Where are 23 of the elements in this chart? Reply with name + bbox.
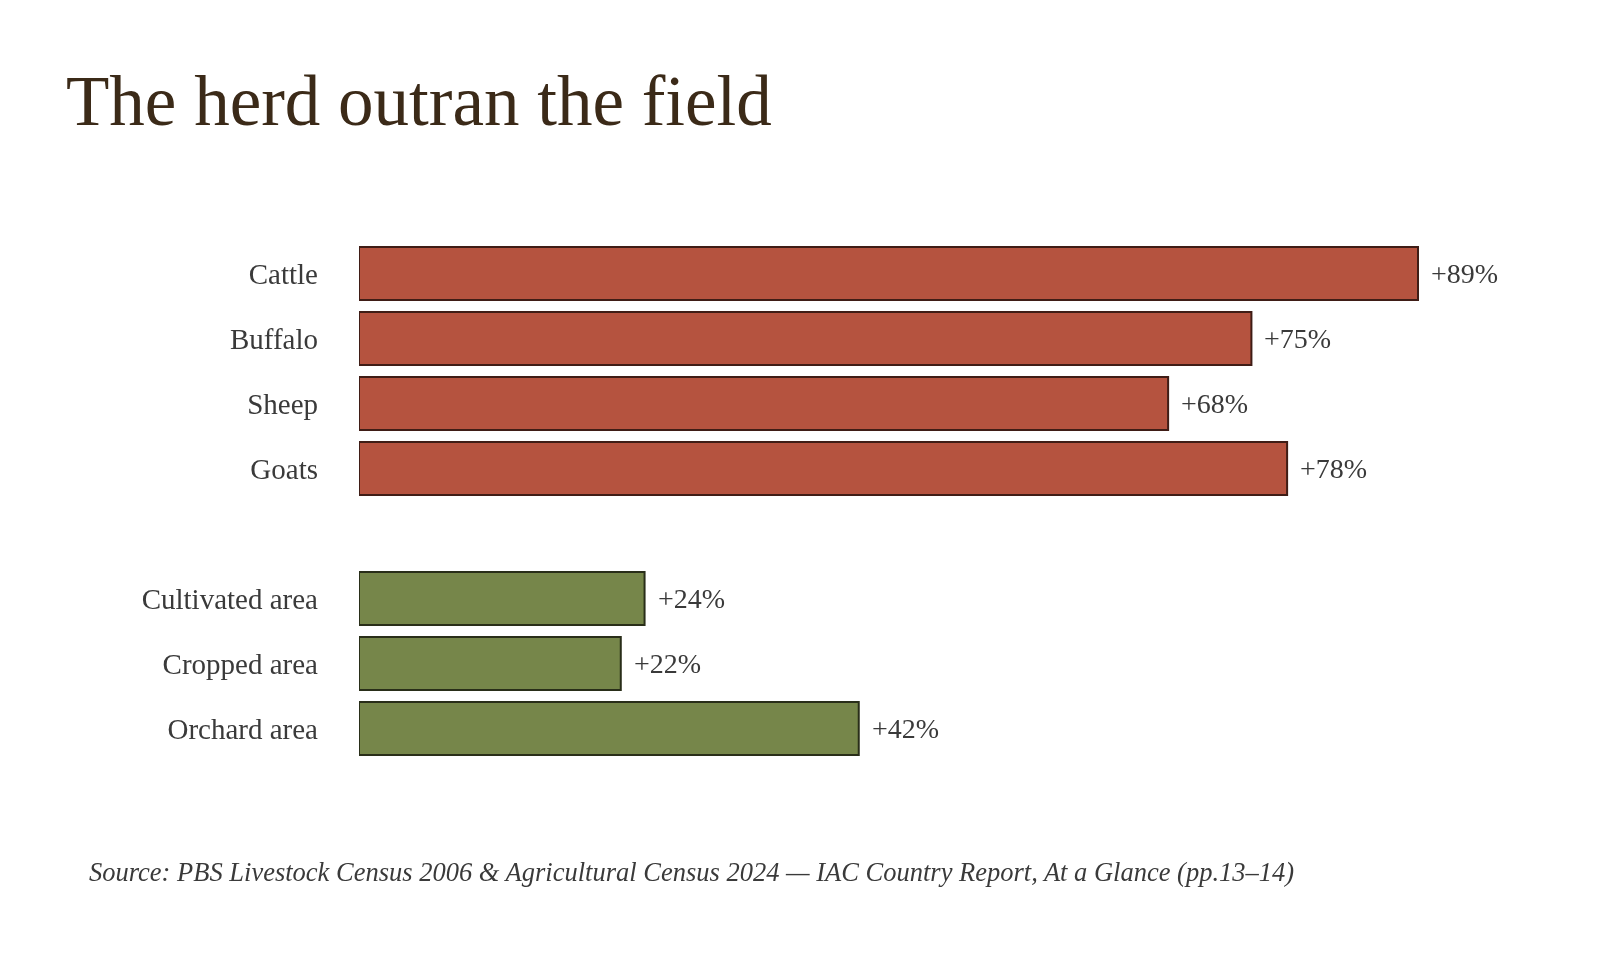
data-label: +68% <box>1181 388 1249 419</box>
y-tick-label: Buffalo <box>229 322 318 355</box>
y-tick-label: Cattle <box>248 257 318 290</box>
y-tick-label: Sheep <box>247 387 318 420</box>
source-note: Source: PBS Livestock Census 2006 & Agricultural Census 2024 — IAC Country Report, At a Glance (pp.13–14) <box>89 857 1295 887</box>
bar <box>359 311 1253 366</box>
bar <box>359 441 1289 496</box>
bar <box>359 636 622 691</box>
y-tick-label: Goats <box>250 452 318 485</box>
data-label: +89% <box>1431 258 1499 289</box>
bar <box>359 571 646 626</box>
data-label: +75% <box>1264 323 1332 354</box>
bar <box>359 701 860 756</box>
data-label: +78% <box>1300 453 1368 484</box>
data-label: +22% <box>634 648 702 679</box>
chart-title: The herd outran the field <box>66 61 772 140</box>
bar <box>359 246 1419 301</box>
data-label: +42% <box>872 713 940 744</box>
data-label: +24% <box>658 583 726 614</box>
y-tick-label: Cropped area <box>162 647 319 680</box>
y-tick-label: Orchard area <box>167 712 319 745</box>
bar <box>359 376 1170 431</box>
y-tick-label: Cultivated area <box>141 582 319 615</box>
